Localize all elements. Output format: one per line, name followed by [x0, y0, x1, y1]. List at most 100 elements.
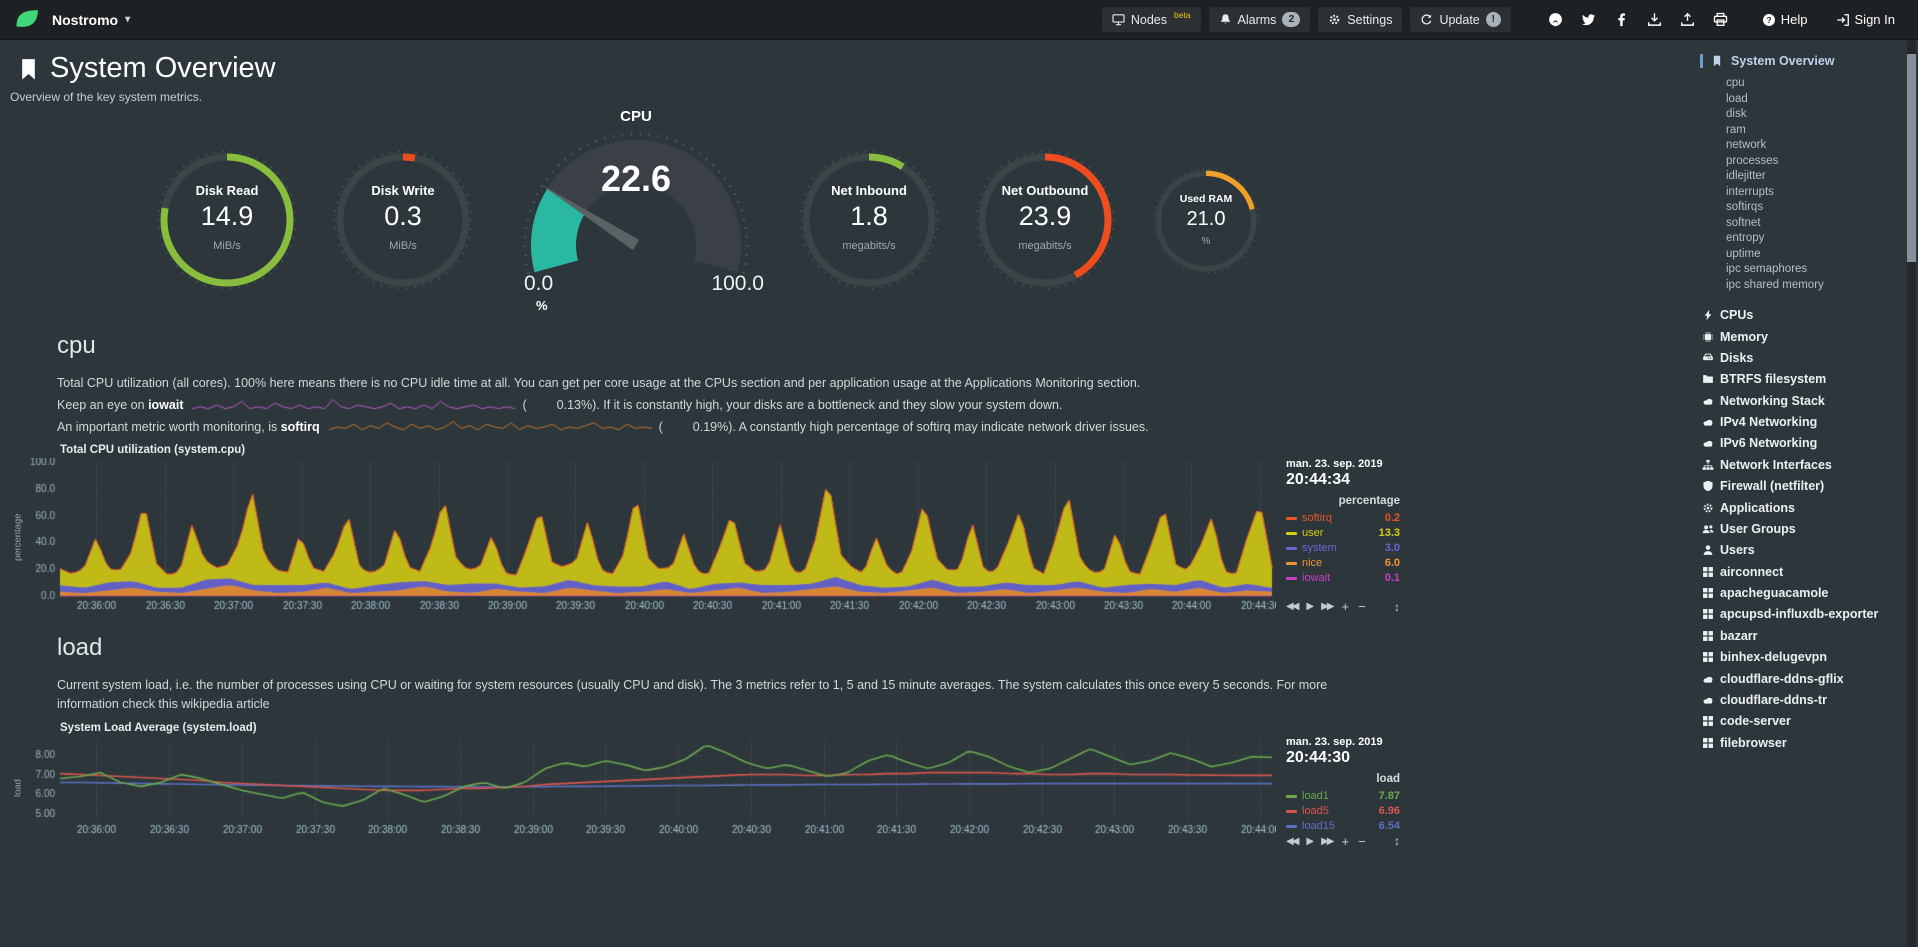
- update-button[interactable]: Update !: [1410, 7, 1511, 32]
- softirq-sparkline[interactable]: [327, 420, 653, 435]
- chevron-down-icon: ▾: [125, 14, 131, 25]
- play-button[interactable]: ▶: [1306, 601, 1314, 613]
- toc-item-ipc-semaphores[interactable]: ipc semaphores: [1726, 263, 1808, 275]
- pan-forward-button[interactable]: ▶▶: [1321, 835, 1334, 847]
- toc-item-processes[interactable]: processes: [1726, 154, 1779, 167]
- sidebar-item-btrfs[interactable]: BTRFS filesystem: [1700, 369, 1888, 390]
- sidebar-item-applications[interactable]: Applications: [1700, 497, 1888, 518]
- nodes-button[interactable]: Nodes beta: [1101, 7, 1201, 32]
- play-button[interactable]: ▶: [1306, 835, 1314, 847]
- sidebar-item-label: Firewall (netfilter): [1720, 479, 1825, 494]
- beta-tag: beta: [1173, 9, 1191, 20]
- settings-button[interactable]: Settings: [1318, 7, 1403, 32]
- sidebar-item-apcupsd-influxdb-exporter[interactable]: apcupsd-influxdb-exporter: [1700, 604, 1888, 625]
- toc-item-network[interactable]: network: [1726, 139, 1767, 151]
- zoom-in-button[interactable]: +: [1341, 599, 1350, 615]
- sidebar-item-ipv6[interactable]: IPv6 Networking: [1700, 433, 1888, 454]
- toc-item-ram[interactable]: ram: [1726, 123, 1746, 136]
- zoom-out-button[interactable]: −: [1358, 599, 1366, 615]
- sidebar-item-cloudflare-ddns-tr[interactable]: cloudflare-ddns-tr: [1700, 690, 1888, 711]
- toc-item-disk[interactable]: disk: [1726, 108, 1747, 120]
- sidebar-item-memory[interactable]: Memory: [1700, 326, 1888, 347]
- cpu-chart-canvas[interactable]: [26, 458, 1276, 617]
- sidebar-item-label: User Groups: [1720, 521, 1796, 536]
- facebook-icon[interactable]: [1614, 12, 1629, 27]
- pan-forward-button[interactable]: ▶▶: [1321, 601, 1334, 613]
- series-name: iowait: [1302, 572, 1331, 585]
- sidebar-item-network-interfaces[interactable]: Network Interfaces: [1700, 455, 1888, 476]
- toc-item-idlejitter[interactable]: idlejitter: [1726, 170, 1766, 182]
- sidebar-item-bazarr[interactable]: bazarr: [1700, 626, 1888, 647]
- load-chart-canvas[interactable]: [26, 735, 1276, 840]
- iowait-note-post: ). If it is constantly high, your disks …: [592, 397, 1063, 412]
- legend-entry-load5[interactable]: load5 6.96: [1286, 804, 1400, 819]
- sidebar-item-user-groups[interactable]: User Groups: [1700, 519, 1888, 540]
- sidebar-item-label: Users: [1720, 543, 1755, 558]
- folder-icon: [1700, 373, 1715, 385]
- toc-item-entropy[interactable]: entropy: [1726, 232, 1765, 244]
- alarms-button[interactable]: Alarms 2: [1208, 7, 1311, 32]
- sidebar-item-system-overview[interactable]: System Overview: [1700, 54, 1888, 68]
- legend-entry-load15[interactable]: load15 6.54: [1286, 819, 1400, 834]
- upload-icon[interactable]: [1680, 12, 1695, 27]
- section-heading-load: load: [57, 634, 103, 662]
- pan-backward-button[interactable]: ◀◀: [1286, 835, 1299, 847]
- sidebar-item-networking-stack[interactable]: Networking Stack: [1700, 391, 1888, 412]
- sidebar-scrollbar[interactable]: [1907, 40, 1916, 947]
- legend-entry-softirq[interactable]: softirq 0.2: [1286, 511, 1400, 526]
- toc-item-cpu[interactable]: cpu: [1726, 77, 1745, 89]
- hostname-dropdown[interactable]: Nostromo ▾: [52, 12, 130, 28]
- resize-handle[interactable]: ↕: [1394, 599, 1400, 614]
- sidebar-item-code-server[interactable]: code-server: [1700, 711, 1888, 732]
- gauge-net-outbound[interactable]: Net Outbound 23.9 megabits/s: [970, 150, 1120, 290]
- signin-button[interactable]: Sign In: [1836, 12, 1895, 27]
- toc-item-softirqs[interactable]: softirqs: [1726, 201, 1764, 213]
- resize-handle[interactable]: ↕: [1394, 834, 1400, 849]
- netdata-logo-icon[interactable]: [14, 7, 40, 33]
- gauge-title: Disk Read: [195, 183, 259, 198]
- zoom-out-button[interactable]: −: [1358, 833, 1366, 849]
- sidebar-item-binhex-delugevpn[interactable]: binhex-delugevpn: [1700, 647, 1888, 668]
- zoom-in-button[interactable]: +: [1341, 833, 1350, 849]
- legend-entry-nice[interactable]: nice 6.0: [1286, 556, 1400, 571]
- gauge-net-inbound[interactable]: Net Inbound 1.8 megabits/s: [794, 150, 944, 290]
- sidebar-item-apacheguacamole[interactable]: apacheguacamole: [1700, 583, 1888, 604]
- toc-item-uptime[interactable]: uptime: [1726, 247, 1761, 260]
- sidebar-item-cpus[interactable]: CPUs: [1700, 305, 1888, 326]
- sidebar-item-cloudflare-ddns-gflix[interactable]: cloudflare-ddns-gflix: [1700, 668, 1888, 689]
- paren-open: (: [522, 397, 527, 412]
- download-icon[interactable]: [1647, 12, 1662, 27]
- sidebar-item-firewall[interactable]: Firewall (netfilter): [1700, 476, 1888, 497]
- gauge-value: 0.3: [384, 201, 422, 231]
- gauge-cpu[interactable]: CPU 22.6 0.0 100.0 %: [508, 108, 764, 313]
- sidebar-item-filebrowser[interactable]: filebrowser: [1700, 733, 1888, 754]
- twitter-icon[interactable]: [1581, 12, 1596, 27]
- gauge-title: Used RAM: [1179, 193, 1233, 205]
- toc-item-interrupts[interactable]: interrupts: [1726, 185, 1774, 198]
- sidebar-item-ipv4[interactable]: IPv4 Networking: [1700, 412, 1888, 433]
- legend-entry-iowait[interactable]: iowait 0.1: [1286, 571, 1400, 586]
- pan-backward-button[interactable]: ◀◀: [1286, 601, 1299, 613]
- gauge-disk-read[interactable]: Disk Read 14.9 MiB/s: [152, 150, 302, 290]
- print-icon[interactable]: [1713, 12, 1728, 27]
- toc-item-load[interactable]: load: [1726, 92, 1748, 105]
- github-icon[interactable]: [1548, 12, 1563, 27]
- gauge-used-ram[interactable]: Used RAM 21.0 %: [1146, 168, 1266, 274]
- series-name: load1: [1302, 789, 1329, 802]
- toc-item-softnet[interactable]: softnet: [1726, 216, 1761, 229]
- scrollbar-thumb[interactable]: [1907, 54, 1916, 262]
- legend-entry-load1[interactable]: load1 7.87: [1286, 789, 1400, 804]
- sidebar-item-label: IPv4 Networking: [1720, 415, 1818, 430]
- sidebar-item-airconnect[interactable]: airconnect: [1700, 562, 1888, 583]
- gauge-disk-write[interactable]: Disk Write 0.3 MiB/s: [328, 150, 478, 290]
- help-button[interactable]: ? Help: [1762, 12, 1808, 27]
- legend-entry-user[interactable]: user 13.3: [1286, 526, 1400, 541]
- sidebar-item-users[interactable]: Users: [1700, 540, 1888, 561]
- toc-item-ipc-shared-memory[interactable]: ipc shared memory: [1726, 278, 1824, 291]
- gauge-value: 22.6: [600, 158, 672, 199]
- legend-entry-system[interactable]: system 3.0: [1286, 541, 1400, 556]
- sidebar-item-disks[interactable]: Disks: [1700, 348, 1888, 369]
- series-color-dash: [1286, 532, 1297, 536]
- disk-write-ring: [333, 150, 473, 290]
- iowait-sparkline[interactable]: [191, 398, 517, 413]
